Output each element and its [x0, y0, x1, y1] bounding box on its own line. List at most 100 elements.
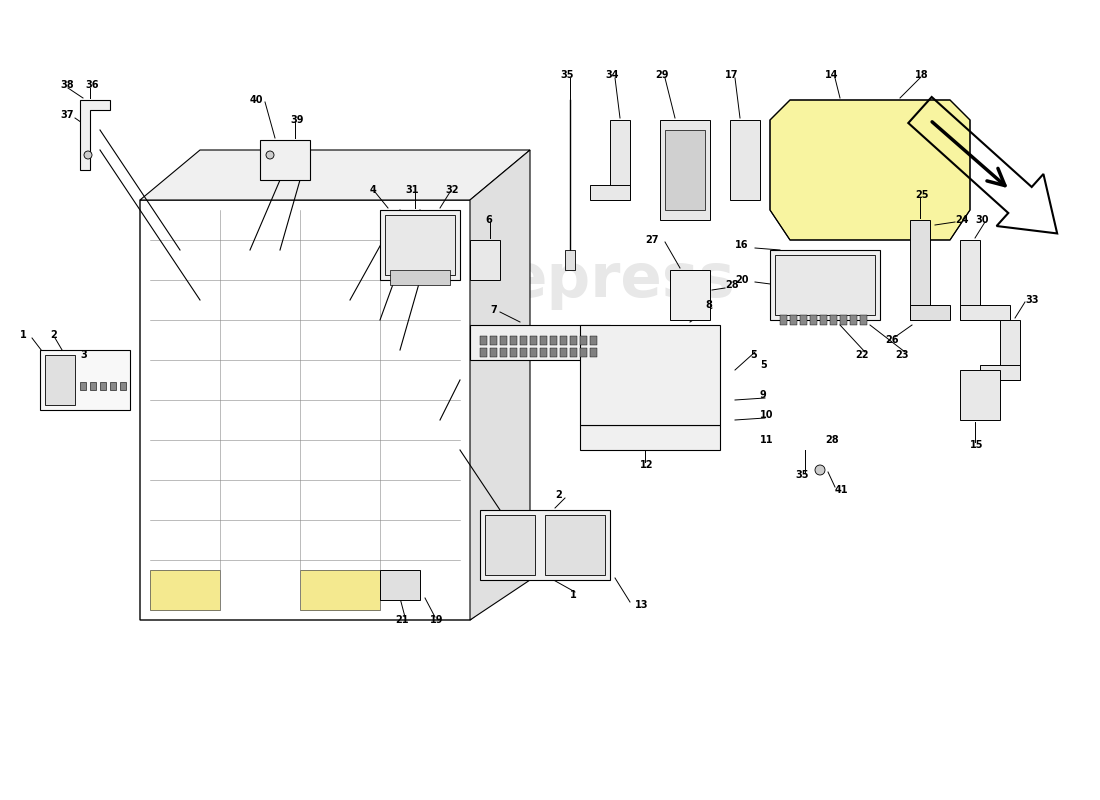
Bar	[470, 240, 500, 280]
Bar	[910, 220, 930, 320]
Text: 13: 13	[635, 600, 649, 610]
Text: 1: 1	[20, 330, 26, 340]
Bar	[500, 348, 507, 357]
Bar	[520, 348, 527, 357]
Polygon shape	[80, 100, 110, 170]
Text: 39: 39	[290, 115, 304, 125]
Text: 41: 41	[835, 485, 848, 495]
Bar	[810, 315, 817, 325]
Text: 24: 24	[955, 215, 968, 225]
Text: 29: 29	[654, 70, 669, 80]
Bar	[666, 130, 705, 210]
Bar	[580, 325, 720, 425]
Bar	[530, 336, 537, 345]
Bar	[860, 315, 867, 325]
Bar	[780, 315, 786, 325]
Bar	[570, 348, 578, 357]
Text: 2: 2	[50, 330, 57, 340]
Bar	[385, 215, 455, 275]
Bar	[480, 348, 487, 357]
Bar	[560, 348, 566, 357]
Text: 33: 33	[1025, 295, 1038, 305]
Text: 14: 14	[825, 70, 838, 80]
Bar	[1000, 320, 1020, 380]
Bar	[770, 250, 880, 320]
Text: 32: 32	[446, 185, 459, 195]
Text: 19: 19	[430, 615, 443, 625]
Bar	[45, 355, 75, 405]
Text: 38: 38	[60, 80, 74, 90]
Text: 1: 1	[570, 590, 576, 600]
Bar	[510, 348, 517, 357]
Text: 40: 40	[250, 95, 264, 105]
Text: 12: 12	[640, 460, 653, 470]
Text: 11: 11	[760, 435, 773, 445]
Text: 22: 22	[855, 350, 869, 360]
Text: 35: 35	[795, 470, 808, 480]
Polygon shape	[470, 150, 530, 620]
Text: 35: 35	[560, 70, 573, 80]
Bar	[40, 350, 130, 410]
Bar	[590, 336, 597, 345]
Bar	[560, 336, 566, 345]
Bar	[670, 270, 710, 320]
Bar	[570, 336, 578, 345]
Text: 10: 10	[760, 410, 773, 420]
Text: 26: 26	[886, 335, 899, 345]
Polygon shape	[300, 570, 379, 610]
Bar	[790, 315, 798, 325]
Bar	[565, 250, 575, 270]
Bar	[580, 336, 587, 345]
Text: 7: 7	[490, 305, 497, 315]
Text: 15: 15	[970, 440, 983, 450]
Bar	[550, 348, 557, 357]
Bar	[530, 348, 537, 357]
Text: a parts since 1985: a parts since 1985	[527, 341, 713, 359]
Bar	[470, 325, 610, 360]
Bar	[730, 120, 760, 200]
Bar	[660, 120, 710, 220]
Bar	[379, 570, 420, 600]
Bar	[960, 370, 1000, 420]
Bar	[520, 336, 527, 345]
Polygon shape	[140, 150, 530, 200]
Text: epress: epress	[505, 250, 735, 310]
Bar	[960, 305, 1010, 320]
Bar	[480, 336, 487, 345]
Bar	[590, 348, 597, 357]
Bar	[80, 382, 86, 390]
Circle shape	[266, 151, 274, 159]
Text: 6: 6	[485, 215, 492, 225]
Text: 31: 31	[405, 185, 418, 195]
Polygon shape	[770, 100, 970, 240]
Bar	[590, 185, 630, 200]
Text: 2: 2	[556, 490, 562, 500]
Text: 21: 21	[395, 615, 408, 625]
Bar	[100, 382, 106, 390]
Bar	[800, 315, 807, 325]
Bar	[980, 365, 1020, 380]
Bar	[260, 140, 310, 180]
Bar	[850, 315, 857, 325]
Bar	[110, 382, 115, 390]
Text: 23: 23	[895, 350, 909, 360]
Bar	[910, 305, 950, 320]
Text: 20: 20	[735, 275, 748, 285]
Bar	[540, 336, 547, 345]
Text: 5: 5	[760, 360, 767, 370]
Polygon shape	[150, 570, 220, 610]
Text: 37: 37	[60, 110, 74, 120]
Bar	[90, 382, 96, 390]
Text: 28: 28	[825, 435, 838, 445]
Bar	[960, 240, 980, 320]
Text: 30: 30	[975, 215, 989, 225]
Bar	[776, 255, 875, 315]
Bar	[580, 425, 720, 450]
Text: 5: 5	[750, 350, 757, 360]
Circle shape	[84, 151, 92, 159]
Bar	[550, 336, 557, 345]
Bar	[610, 120, 630, 200]
Text: 28: 28	[725, 280, 738, 290]
Bar	[490, 336, 497, 345]
Bar	[390, 270, 450, 285]
